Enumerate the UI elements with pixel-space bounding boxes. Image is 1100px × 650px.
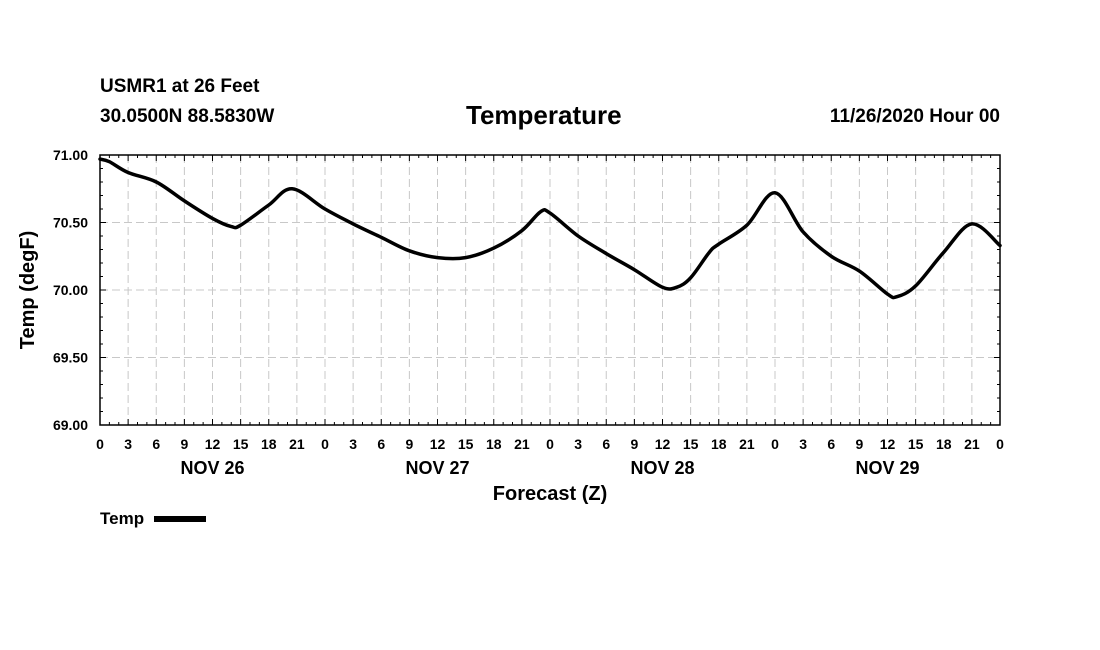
x-tick-label: 21 (514, 436, 530, 452)
x-tick-label: 6 (152, 436, 160, 452)
x-tick-label: 21 (739, 436, 755, 452)
day-label: NOV 26 (180, 458, 244, 478)
x-tick-label: 21 (964, 436, 980, 452)
temp-series-line (98, 157, 1002, 300)
x-tick-label: 0 (96, 436, 104, 452)
station-label: USMR1 at 26 Feet (100, 76, 260, 97)
x-tick-label: 18 (261, 436, 277, 452)
x-tick-label: 15 (908, 436, 924, 452)
day-label: NOV 28 (630, 458, 694, 478)
x-tick-label: 12 (880, 436, 896, 452)
y-tick-label: 70.00 (53, 282, 88, 298)
x-axis-title: Forecast (Z) (493, 483, 607, 505)
y-tick-label: 70.50 (53, 215, 88, 231)
x-tick-label: 0 (996, 436, 1004, 452)
x-tick-label: 0 (546, 436, 554, 452)
x-tick-label: 18 (486, 436, 502, 452)
x-tick-label: 3 (349, 436, 357, 452)
x-tick-label: 12 (430, 436, 446, 452)
coordinates-label: 30.0500N 88.5830W (100, 106, 275, 127)
x-tick-label: 6 (602, 436, 610, 452)
legend: Temp (100, 509, 207, 529)
x-tick-label: 6 (377, 436, 385, 452)
x-tick-label: 3 (124, 436, 132, 452)
plot-frame (99, 154, 1001, 426)
x-tick-label: 3 (574, 436, 582, 452)
x-tick-label: 12 (655, 436, 671, 452)
x-tick-label: 0 (321, 436, 329, 452)
x-tick-label: 9 (855, 436, 863, 452)
x-tick-label: 9 (630, 436, 638, 452)
forecast-datetime: 11/26/2020 Hour 00 (829, 106, 1000, 127)
y-tick-label: 71.00 (53, 147, 88, 163)
x-tick-label: 9 (405, 436, 413, 452)
x-tick-label: 9 (180, 436, 188, 452)
day-label: NOV 29 (855, 458, 919, 478)
y-axis-title: Temp (degF) (17, 231, 39, 350)
day-label: NOV 27 (405, 458, 469, 478)
x-tick-label: 15 (458, 436, 474, 452)
x-tick-label: 6 (827, 436, 835, 452)
grid-lines (100, 155, 1000, 425)
x-tick-label: 3 (799, 436, 807, 452)
x-tick-label: 18 (936, 436, 952, 452)
x-tick-label: 15 (233, 436, 249, 452)
y-tick-label: 69.50 (53, 350, 88, 366)
x-tick-label: 18 (711, 436, 727, 452)
axis-labels: 0 3 6 9 12 15 18 21 0 3 6 9 12 15 18 21 0 3 6 9 12 15 18 21 0 3 6 9… (53, 147, 1004, 478)
x-tick-label: 21 (289, 436, 305, 452)
chart-title: Temperature (466, 100, 622, 130)
x-tick-label: 0 (771, 436, 779, 452)
y-tick-label: 69.00 (53, 417, 88, 433)
x-tick-label: 12 (205, 436, 221, 452)
legend-label: Temp (100, 509, 145, 528)
x-tick-label: 15 (683, 436, 699, 452)
legend-swatch (154, 516, 207, 522)
